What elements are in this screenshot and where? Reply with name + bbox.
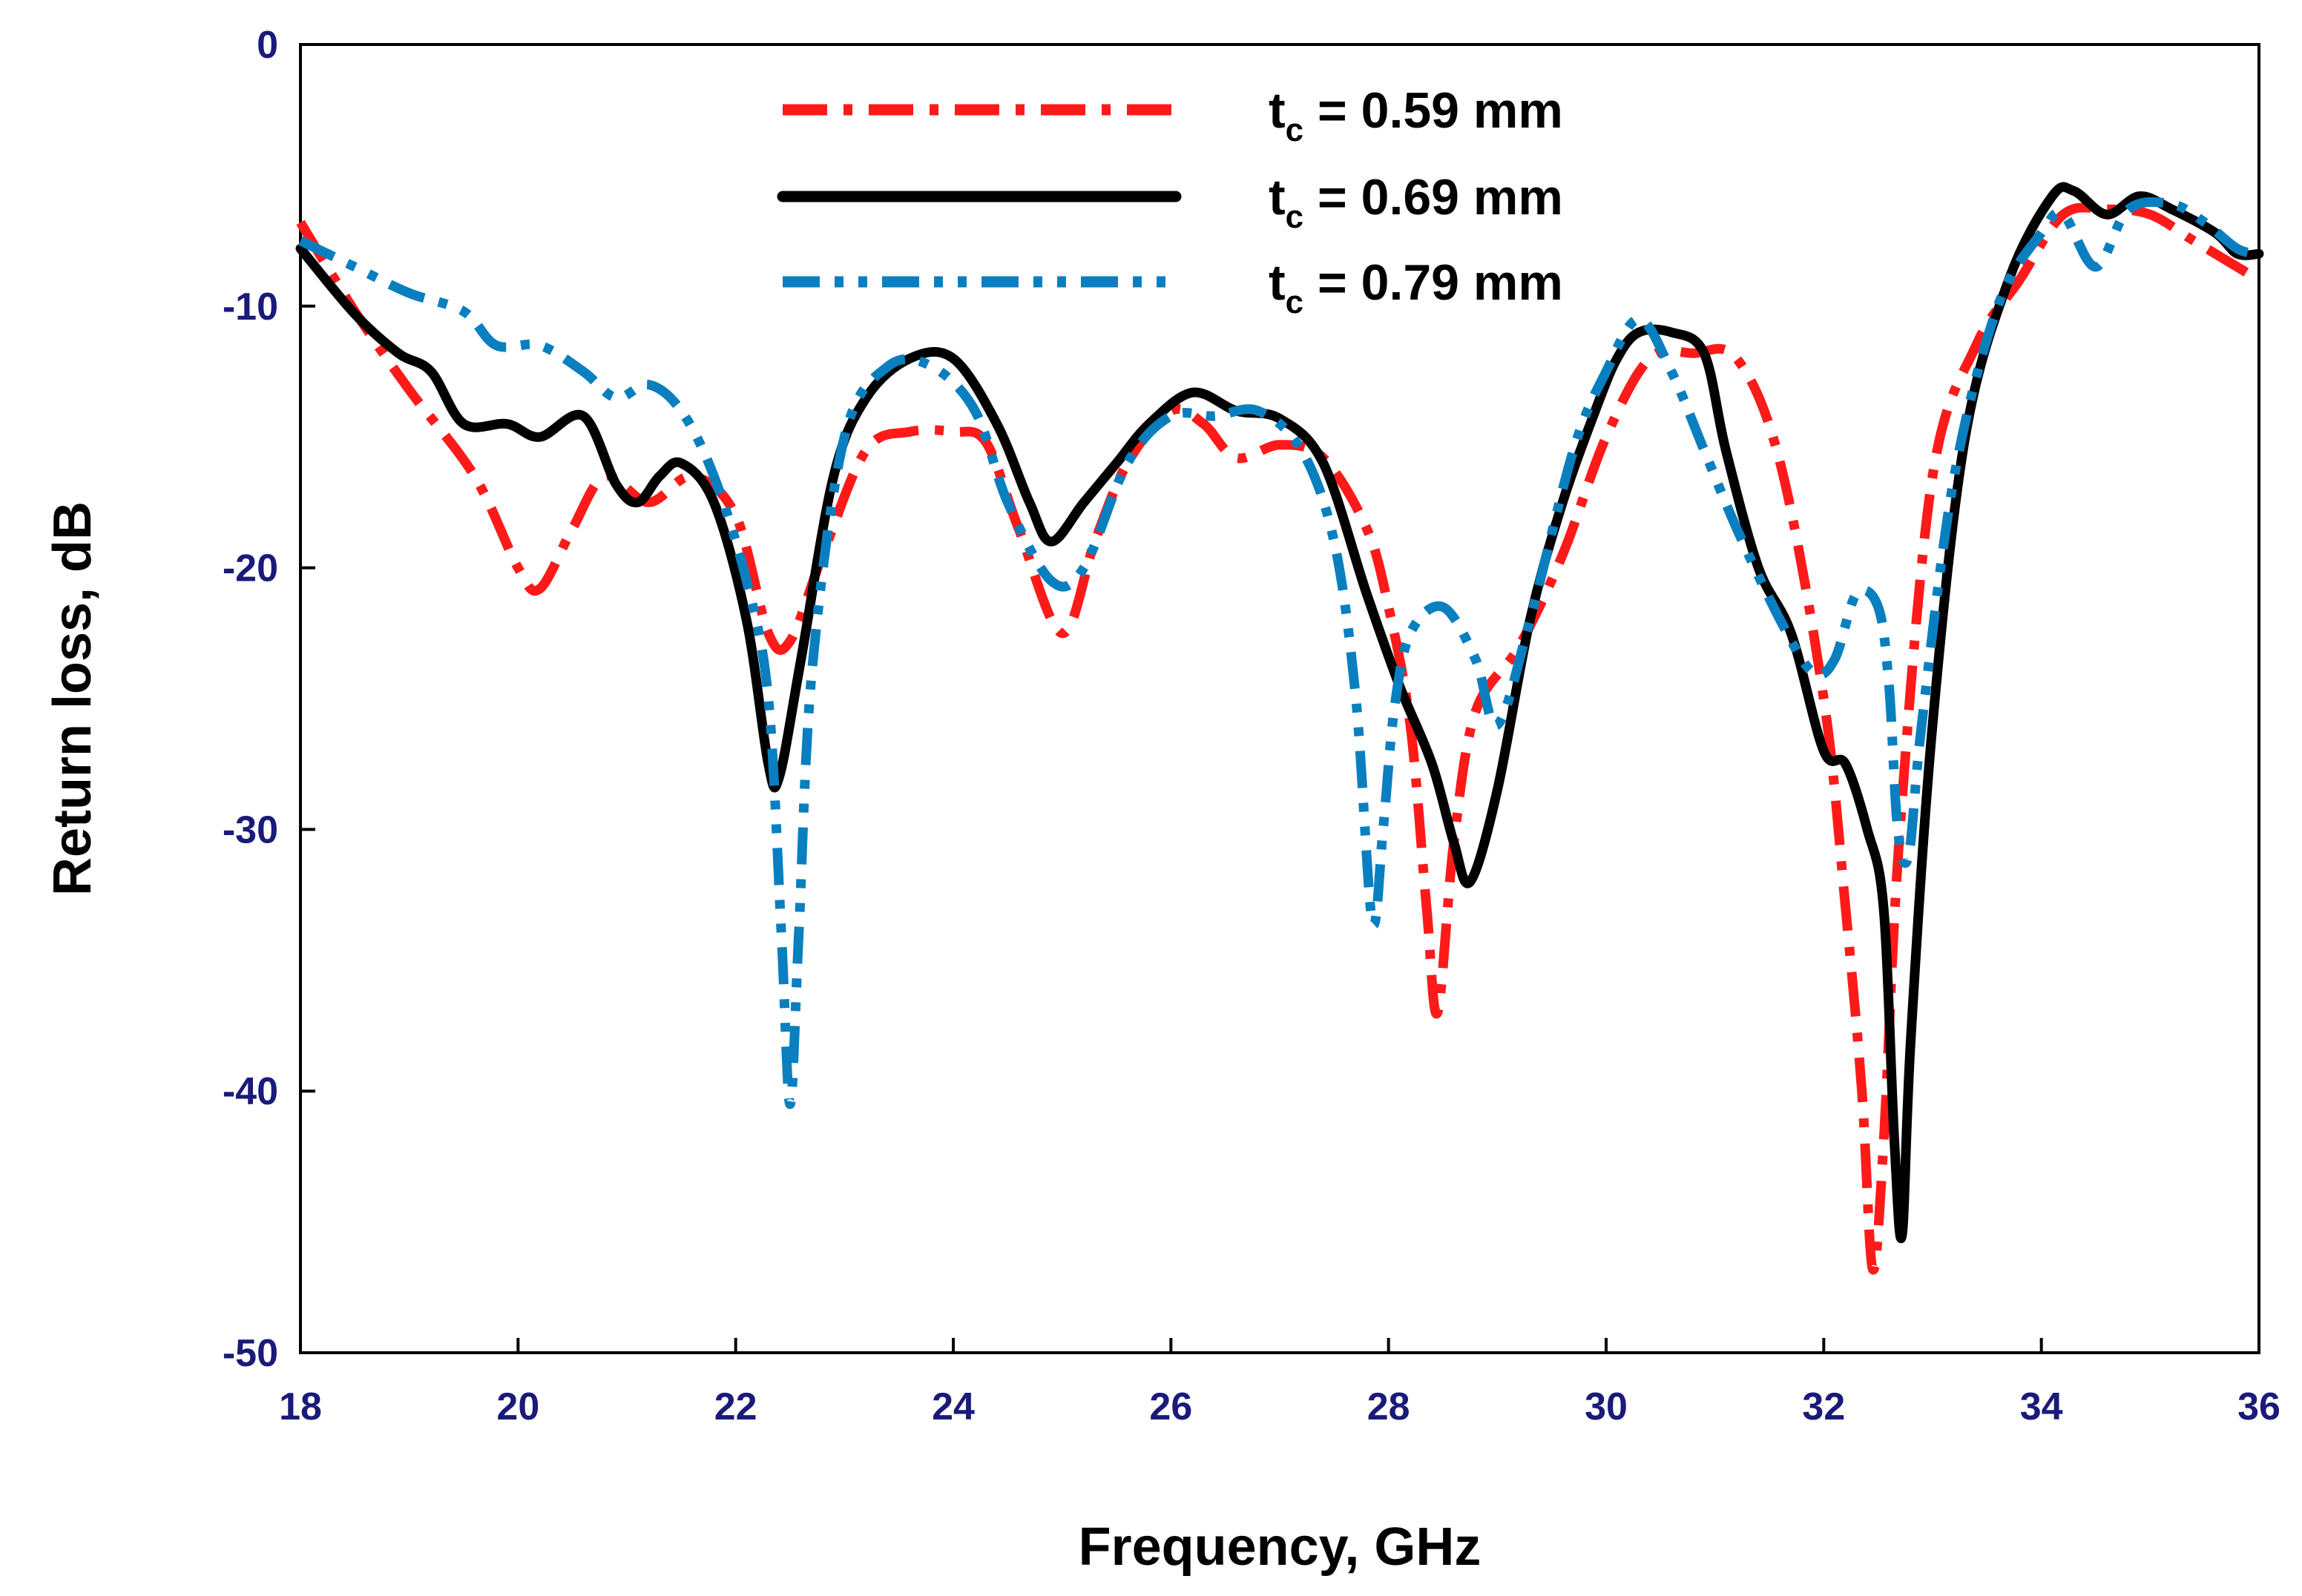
- legend-label-1: tc = 0.59 mm: [1269, 82, 1563, 148]
- x-tick-label: 22: [714, 1385, 757, 1428]
- series-line-1: [296, 202, 2262, 1275]
- x-tick-label: 32: [1802, 1385, 1845, 1428]
- x-axis-ticks: 18 20 22 24 26 28 30 32 34 36: [279, 1338, 2280, 1428]
- legend-label-rest: = 0.69 mm: [1303, 169, 1563, 225]
- legend-label-main: t: [1269, 82, 1286, 139]
- legend-label-2: tc = 0.69 mm: [1269, 169, 1563, 235]
- y-tick-label: -50: [223, 1332, 278, 1375]
- legend-label-subscript: c: [1286, 199, 1303, 235]
- legend-label-main: t: [1269, 169, 1286, 225]
- x-tick-label: 24: [932, 1385, 975, 1428]
- y-tick-label: -40: [223, 1070, 278, 1113]
- legend-label-subscript: c: [1286, 112, 1303, 148]
- legend-label-3: tc = 0.79 mm: [1269, 254, 1563, 320]
- y-tick-label: 0: [257, 24, 278, 67]
- series-layer: [295, 182, 2264, 1275]
- series-line-2: [295, 182, 2264, 1244]
- x-tick-label: 28: [1367, 1385, 1410, 1428]
- y-tick-label: -20: [223, 547, 278, 590]
- y-axis-ticks: 0 -10 -20 -30 -40 -50: [223, 24, 315, 1375]
- legend-label-rest: = 0.79 mm: [1303, 254, 1563, 311]
- x-tick-label: 18: [279, 1385, 322, 1428]
- plot-frame: [299, 43, 2260, 1354]
- y-tick-label: -10: [223, 286, 278, 329]
- series-line-3: [298, 197, 2260, 1109]
- x-tick-label: 26: [1149, 1385, 1192, 1428]
- legend-label-rest: = 0.59 mm: [1303, 82, 1563, 139]
- y-axis-title: Return loss, dB: [43, 501, 102, 896]
- legend-label-subscript: c: [1286, 284, 1303, 320]
- x-tick-label: 30: [1585, 1385, 1628, 1428]
- x-tick-label: 20: [496, 1385, 539, 1428]
- x-tick-label: 36: [2237, 1385, 2280, 1428]
- legend-label-main: t: [1269, 254, 1286, 311]
- y-tick-label: -30: [223, 808, 278, 851]
- x-axis-title: Frequency, GHz: [1079, 1517, 1481, 1577]
- x-tick-label: 34: [2020, 1385, 2063, 1428]
